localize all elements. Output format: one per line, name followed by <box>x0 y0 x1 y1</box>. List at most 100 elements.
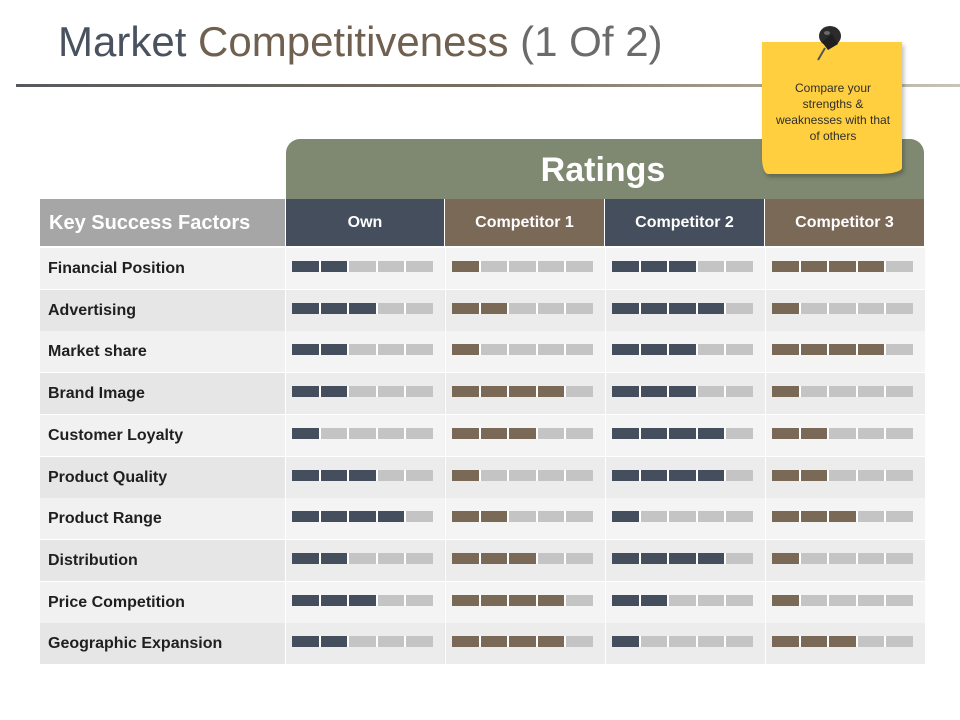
rating-segment-filled <box>800 470 830 481</box>
pushpin-icon <box>817 26 841 61</box>
rating-segment-filled <box>480 303 510 314</box>
rating-cell-c3 <box>765 623 925 664</box>
rating-segment-filled <box>292 303 321 314</box>
rating-segment-empty <box>726 344 753 355</box>
rating-segment-empty <box>537 303 567 314</box>
rating-segment-filled <box>640 344 670 355</box>
title-word-1: Market <box>58 18 187 65</box>
rating-segment-empty <box>537 428 567 439</box>
col-header-competitor-1: Competitor 1 <box>445 199 604 246</box>
rating-segment-empty <box>406 470 433 481</box>
rating-cell-c2 <box>605 290 765 331</box>
rating-cell-c3 <box>765 248 925 289</box>
rating-segment-filled <box>640 428 670 439</box>
rating-segment-empty <box>829 595 858 606</box>
rating-bar <box>772 261 913 272</box>
rating-bar <box>452 303 593 314</box>
rating-bar <box>612 428 753 439</box>
rating-segment-empty <box>829 386 858 397</box>
rating-segment-empty <box>857 595 887 606</box>
rating-segment-filled <box>537 636 567 647</box>
rating-segment-filled <box>800 511 830 522</box>
rating-segment-filled <box>452 303 481 314</box>
rating-segment-filled <box>669 303 698 314</box>
rating-cell-c2 <box>605 415 765 456</box>
rating-segment-filled <box>320 386 350 397</box>
rating-segment-filled <box>452 511 481 522</box>
rating-bar <box>292 344 433 355</box>
rating-bar <box>612 595 753 606</box>
rating-segment-filled <box>697 303 727 314</box>
rating-segment-empty <box>537 344 567 355</box>
rating-segment-filled <box>509 428 538 439</box>
rating-bar <box>772 636 913 647</box>
rating-segment-empty <box>857 428 887 439</box>
rating-segment-empty <box>509 303 538 314</box>
rating-segment-filled <box>320 511 350 522</box>
rating-segment-filled <box>669 386 698 397</box>
rating-segment-empty <box>566 303 593 314</box>
rating-segment-filled <box>612 261 641 272</box>
rating-bar <box>452 261 593 272</box>
rating-segment-empty <box>829 553 858 564</box>
rating-segment-filled <box>612 428 641 439</box>
rating-cell-c1 <box>445 373 605 414</box>
table-row: Market share <box>40 331 925 372</box>
rating-segment-empty <box>726 261 753 272</box>
rating-bar <box>292 470 433 481</box>
rating-segment-filled <box>857 261 887 272</box>
rating-segment-filled <box>669 470 698 481</box>
rating-segment-empty <box>406 428 433 439</box>
rating-segment-empty <box>726 636 753 647</box>
rating-segment-empty <box>566 470 593 481</box>
rating-segment-filled <box>800 344 830 355</box>
rating-segment-filled <box>320 470 350 481</box>
rating-segment-empty <box>857 511 887 522</box>
rating-segment-empty <box>377 261 407 272</box>
rating-segment-empty <box>697 344 727 355</box>
rating-segment-empty <box>406 261 433 272</box>
rating-bar <box>612 470 753 481</box>
rating-segment-filled <box>452 428 481 439</box>
col-header-own: Own <box>286 199 444 246</box>
rating-segment-filled <box>612 553 641 564</box>
factor-label: Brand Image <box>48 385 145 402</box>
rating-segment-empty <box>537 470 567 481</box>
rating-segment-filled <box>349 511 378 522</box>
rating-segment-filled <box>697 428 727 439</box>
rating-segment-filled <box>320 261 350 272</box>
factor-label: Geographic Expansion <box>48 635 223 652</box>
rating-segment-filled <box>857 344 887 355</box>
rating-bar <box>612 636 753 647</box>
rating-cell-c3 <box>765 582 925 623</box>
rating-bar <box>292 511 433 522</box>
rating-cell-own <box>285 623 444 664</box>
rating-segment-empty <box>566 553 593 564</box>
rating-segment-filled <box>669 553 698 564</box>
rating-bar <box>452 470 593 481</box>
rating-bar <box>452 428 593 439</box>
rating-cell-c2 <box>605 582 765 623</box>
title-divider <box>16 84 960 87</box>
rating-cell-c3 <box>765 415 925 456</box>
rating-segment-empty <box>377 553 407 564</box>
rating-segment-filled <box>772 303 801 314</box>
rating-segment-filled <box>612 470 641 481</box>
rating-segment-filled <box>292 511 321 522</box>
rating-segment-empty <box>349 261 378 272</box>
rating-segment-filled <box>640 303 670 314</box>
rating-segment-empty <box>349 636 378 647</box>
rating-segment-empty <box>377 344 407 355</box>
rating-segment-filled <box>640 595 670 606</box>
rating-cell-c1 <box>445 540 605 581</box>
rating-segment-empty <box>320 428 350 439</box>
rating-segment-filled <box>349 470 378 481</box>
rating-bar <box>612 511 753 522</box>
rating-segment-empty <box>377 303 407 314</box>
rating-segment-filled <box>377 511 407 522</box>
rating-segment-empty <box>886 303 913 314</box>
sticky-note-text: Compare your strengths & weaknesses with… <box>775 81 891 143</box>
rating-segment-empty <box>566 511 593 522</box>
rating-segment-empty <box>829 428 858 439</box>
rating-segment-filled <box>480 553 510 564</box>
